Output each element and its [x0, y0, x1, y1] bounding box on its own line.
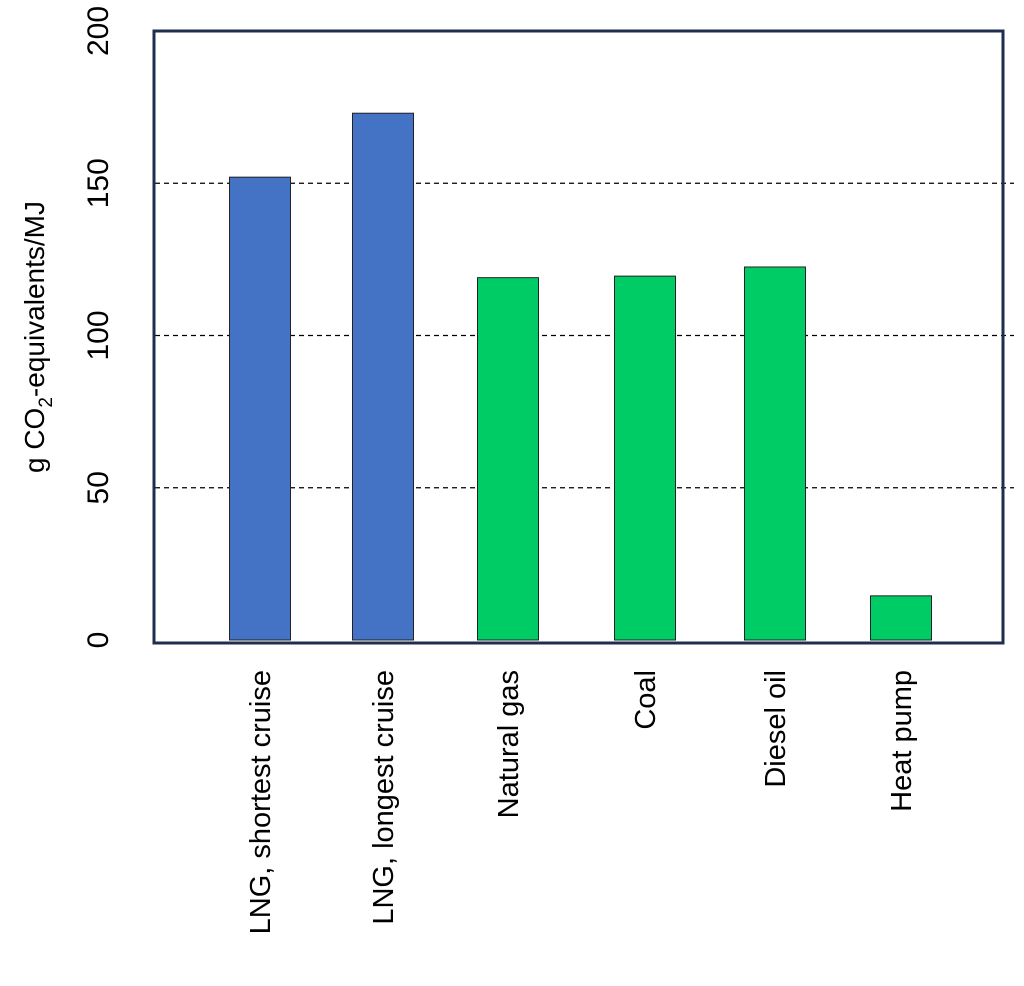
bar-0 — [229, 176, 291, 641]
x-category-label-0: LNG, shortest cruise — [245, 670, 277, 934]
x-axis-labels: LNG, shortest cruise LNG, longest cruise N… — [245, 670, 918, 934]
y-axis-title-subscript: 2 — [36, 397, 57, 408]
bar-1 — [352, 112, 414, 641]
y-tick-label-50: 50 — [82, 471, 115, 504]
x-category-label-5: Heat pump — [886, 670, 918, 812]
y-axis-ticks: 0 50 100 150 200 — [82, 6, 115, 648]
bar-2 — [477, 277, 539, 641]
plot-frame — [152, 29, 1005, 645]
x-category-label-3: Coal — [630, 670, 662, 730]
bar-4 — [744, 266, 806, 641]
gridlines — [155, 182, 1014, 489]
bar-3 — [614, 275, 676, 641]
bars — [229, 112, 932, 641]
y-tick-label-200: 200 — [82, 6, 115, 56]
y-tick-label-0: 0 — [82, 632, 115, 649]
y-axis-title: g CO2-equivalents/MJ — [19, 201, 57, 473]
y-axis-title-prefix: g CO — [19, 408, 50, 473]
x-category-label-2: Natural gas — [493, 670, 525, 818]
x-category-label-4: Diesel oil — [760, 670, 792, 788]
bar-5 — [870, 595, 932, 641]
y-axis-title-suffix: -equivalents/MJ — [19, 201, 50, 397]
y-tick-label-100: 100 — [82, 310, 115, 360]
y-tick-label-150: 150 — [82, 158, 115, 208]
x-category-label-1: LNG, longest cruise — [368, 670, 400, 925]
